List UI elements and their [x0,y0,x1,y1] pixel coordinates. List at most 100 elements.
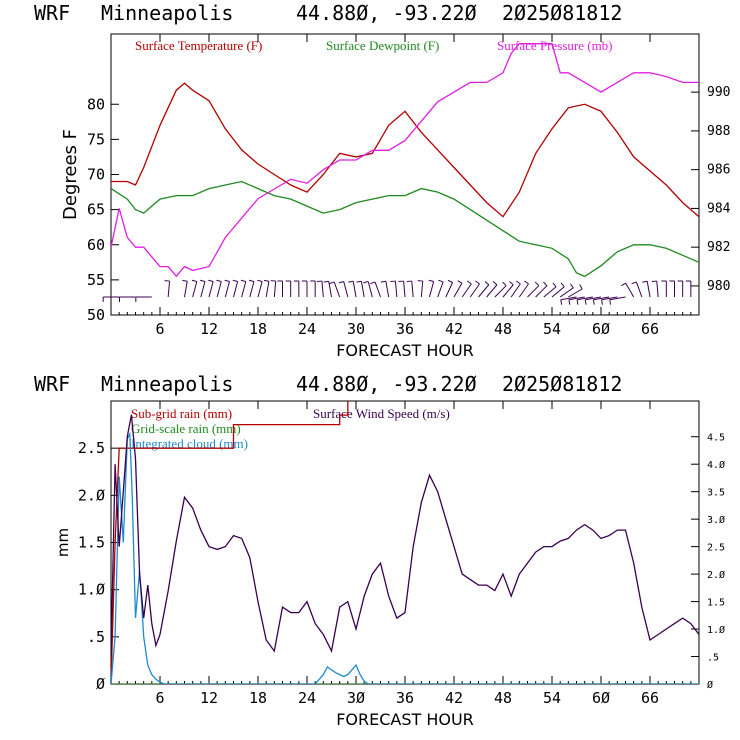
x-tick-label: 30 [347,320,365,338]
x-tick-label: 66 [641,320,659,338]
y-right-tick-label: 986 [707,163,730,178]
wind-barb [677,280,684,297]
series-line-surface-temperature-f [111,82,699,218]
series-line-sub-grid-rain-mm [111,401,349,684]
y-right-tick-label: 3.Ø [707,514,725,526]
legend-entry: Surface Dewpoint (F) [326,38,439,53]
wind-barb [257,279,263,298]
wind-barb [576,296,593,305]
header-location: Minneapolis [101,372,233,396]
x-axis-label: FORECAST HOUR [336,710,474,729]
wind-barb [293,280,300,297]
wind-barb [323,280,332,298]
legend-entry: Surface Temperature (F) [135,38,262,53]
wind-barb [316,280,324,298]
wind-barb [551,282,565,298]
wind-barb [559,283,574,298]
wind-barb [469,280,480,298]
x-tick-label: 18 [249,689,267,707]
y-right-tick-label: 2.5 [707,543,725,554]
wind-barb [224,279,230,298]
series-line-surface-wind-speed-m-s [111,414,699,657]
y-right-tick-label: 988 [707,124,730,139]
x-tick-label: 18 [249,320,267,338]
y-right-tick-label: 984 [707,201,731,216]
x-tick-label: 48 [494,689,512,707]
wind-barb [453,280,463,298]
wind-barb [232,279,239,298]
wind-barb [164,280,171,298]
x-tick-label: 24 [298,689,316,707]
wind-barb [363,281,373,298]
legend-entry: Grid-scale rain (mm) [131,421,241,436]
wind-barb [486,281,498,298]
x-tick-label: 66 [641,689,659,707]
y-axis-label: Degrees F [60,129,81,220]
header-location: Minneapolis [101,1,233,25]
y-right-tick-label: 3.5 [707,488,725,499]
y-left-tick-label: 2.5 [78,439,105,457]
y-left-tick-label: 50 [87,306,105,324]
x-tick-label: 54 [543,320,561,338]
x-tick-label: 54 [543,689,561,707]
wind-barb [270,280,277,298]
y-right-tick-label: .5 [707,653,719,664]
wind-barb [609,296,626,305]
y-right-tick-label: 980 [707,279,730,294]
wind-barb [329,281,341,298]
y-right-tick-label: 1.5 [707,598,725,609]
wind-barb [651,280,659,298]
wind-barb [502,281,514,298]
wind-barb [182,279,188,298]
wind-barb [406,280,414,298]
legend-entry: Sub-grid rain (mm) [131,406,232,421]
y-left-tick-label: .5 [87,628,105,646]
wind-barb [208,279,214,298]
header-coords: 44.88Ø, -93.22Ø [296,372,477,396]
x-tick-label: 12 [200,689,218,707]
y-right-tick-label: 4.5 [707,433,725,444]
wind-barb [584,296,602,305]
wind-barb [437,279,444,298]
y-right-tick-label: 2.Ø [707,569,725,581]
wind-barb [398,280,406,298]
x-tick-label: 42 [445,689,463,707]
wind-barb [285,280,292,297]
wind-barb [191,279,198,298]
wind-barb [338,281,349,298]
x-tick-label: 3Ø [347,689,365,707]
header-model: WRF [34,1,70,25]
wind-barb [445,279,454,298]
y-axis-label: mm [54,528,72,557]
wind-barb [527,281,540,298]
y-right-tick-label: 1.Ø [707,624,725,636]
x-tick-label: 6Ø [592,689,610,707]
panel-1: WRF Minneapolis 44.88Ø, -93.22Ø 2Ø25Ø81812 6… [34,1,731,360]
x-tick-label: 36 [396,320,414,338]
wind-barb [310,280,316,297]
wind-barb [518,280,529,298]
x-tick-label: 48 [494,320,512,338]
wind-barb [494,281,507,298]
wind-barb [601,296,618,305]
x-tick-label: 12 [200,320,218,338]
series-line-surface-pressure-mb [111,43,699,278]
wind-barb [568,296,585,305]
x-axis-label: FORECAST HOUR [336,341,474,360]
header-run: 2Ø25Ø81812 [502,372,622,396]
header-run: 2Ø25Ø81812 [502,1,622,25]
wind-barb [380,280,390,298]
wind-barb [685,280,692,297]
wind-barb [592,296,610,305]
wind-barb [370,281,381,298]
y-right-tick-label: 982 [707,240,730,255]
wind-barb [478,281,490,298]
x-tick-label: 36 [396,689,414,707]
wind-barb [568,284,583,298]
y-right-tick-label: Ø [707,679,713,691]
wind-barb [535,281,548,298]
wind-barb [240,279,247,298]
wind-barb [135,296,152,302]
